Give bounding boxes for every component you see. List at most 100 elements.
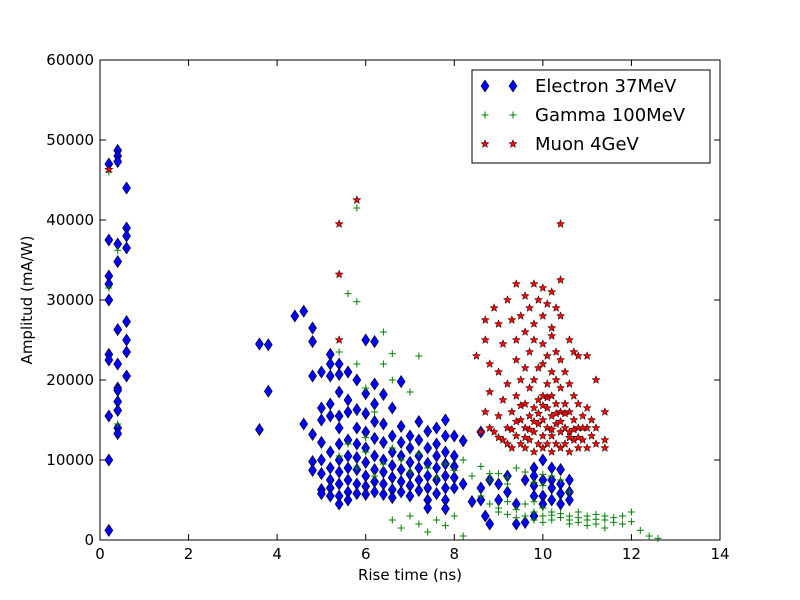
data-point <box>424 528 432 536</box>
data-point <box>352 437 362 451</box>
data-point <box>547 431 557 440</box>
data-point <box>564 379 575 388</box>
data-point <box>485 517 495 531</box>
data-point <box>113 323 123 337</box>
data-point <box>317 365 326 379</box>
data-point <box>495 470 503 478</box>
data-point <box>480 315 490 324</box>
data-point <box>569 424 579 434</box>
data-point <box>379 487 388 501</box>
data-point <box>406 512 414 520</box>
data-point <box>547 331 557 340</box>
data-point <box>494 477 503 491</box>
data-point <box>308 369 317 383</box>
data-points <box>104 143 662 542</box>
data-point <box>592 520 600 528</box>
data-point <box>317 435 326 449</box>
data-point <box>317 413 326 427</box>
data-point <box>529 416 539 426</box>
data-point <box>511 391 521 400</box>
data-point <box>406 388 414 396</box>
data-point <box>105 284 113 292</box>
data-point <box>361 333 371 347</box>
data-point <box>529 279 539 288</box>
data-point <box>569 347 579 356</box>
data-point <box>507 315 517 324</box>
data-point <box>388 516 396 524</box>
data-point <box>387 401 397 415</box>
data-point <box>511 517 521 531</box>
data-point <box>582 443 592 452</box>
data-point <box>379 435 388 449</box>
data-point <box>516 311 526 320</box>
data-point <box>476 427 486 436</box>
data-point <box>591 439 601 448</box>
data-point <box>565 512 573 520</box>
data-point <box>551 408 561 418</box>
data-point <box>530 498 538 506</box>
data-point <box>560 439 570 448</box>
data-point <box>521 468 529 476</box>
data-point <box>397 524 405 532</box>
data-point <box>104 523 114 537</box>
data-point <box>441 429 450 443</box>
data-point <box>555 355 566 364</box>
data-point <box>551 399 561 408</box>
data-point <box>308 427 317 441</box>
x-tick-label: 10 <box>533 545 552 563</box>
data-point <box>493 367 504 376</box>
data-point <box>533 439 544 448</box>
data-point <box>503 480 511 488</box>
data-point <box>573 399 583 408</box>
series-plus <box>105 168 662 542</box>
data-point <box>600 407 610 416</box>
data-point <box>387 429 397 443</box>
data-point <box>458 477 468 491</box>
series-star <box>104 164 610 456</box>
legend-marker <box>509 111 517 119</box>
data-point <box>582 403 592 412</box>
x-tick-label: 12 <box>622 545 641 563</box>
data-point <box>352 421 362 435</box>
data-point <box>459 456 467 464</box>
legend-marker <box>481 111 489 119</box>
data-point <box>432 421 441 435</box>
data-point <box>555 407 566 416</box>
x-tick-label: 6 <box>361 545 371 563</box>
data-point <box>524 303 535 312</box>
data-point <box>334 367 344 381</box>
legend-marker <box>480 79 490 93</box>
data-point <box>396 435 406 449</box>
data-point <box>520 432 530 442</box>
data-point <box>335 348 343 356</box>
data-point <box>548 511 556 519</box>
data-point <box>396 485 406 499</box>
data-point <box>423 501 433 515</box>
data-point <box>511 335 521 344</box>
data-point <box>555 416 566 426</box>
data-point <box>414 415 424 429</box>
data-point <box>255 423 264 437</box>
data-point <box>485 387 495 396</box>
data-point <box>334 385 344 399</box>
data-point <box>263 338 273 352</box>
x-tick-label: 8 <box>450 545 460 563</box>
data-point <box>352 373 362 387</box>
data-point <box>619 520 627 528</box>
data-point <box>600 435 610 444</box>
data-point <box>542 351 552 360</box>
data-point <box>565 520 573 528</box>
data-point <box>564 447 575 456</box>
data-point <box>489 427 499 436</box>
data-point <box>122 241 131 255</box>
data-point <box>520 473 530 487</box>
data-point <box>424 464 432 472</box>
data-point <box>520 327 530 336</box>
data-point <box>591 423 601 432</box>
data-point <box>560 367 570 376</box>
data-point <box>560 399 570 408</box>
data-point <box>495 504 503 512</box>
data-point <box>512 464 520 472</box>
data-point <box>353 204 361 212</box>
data-point <box>547 367 557 376</box>
